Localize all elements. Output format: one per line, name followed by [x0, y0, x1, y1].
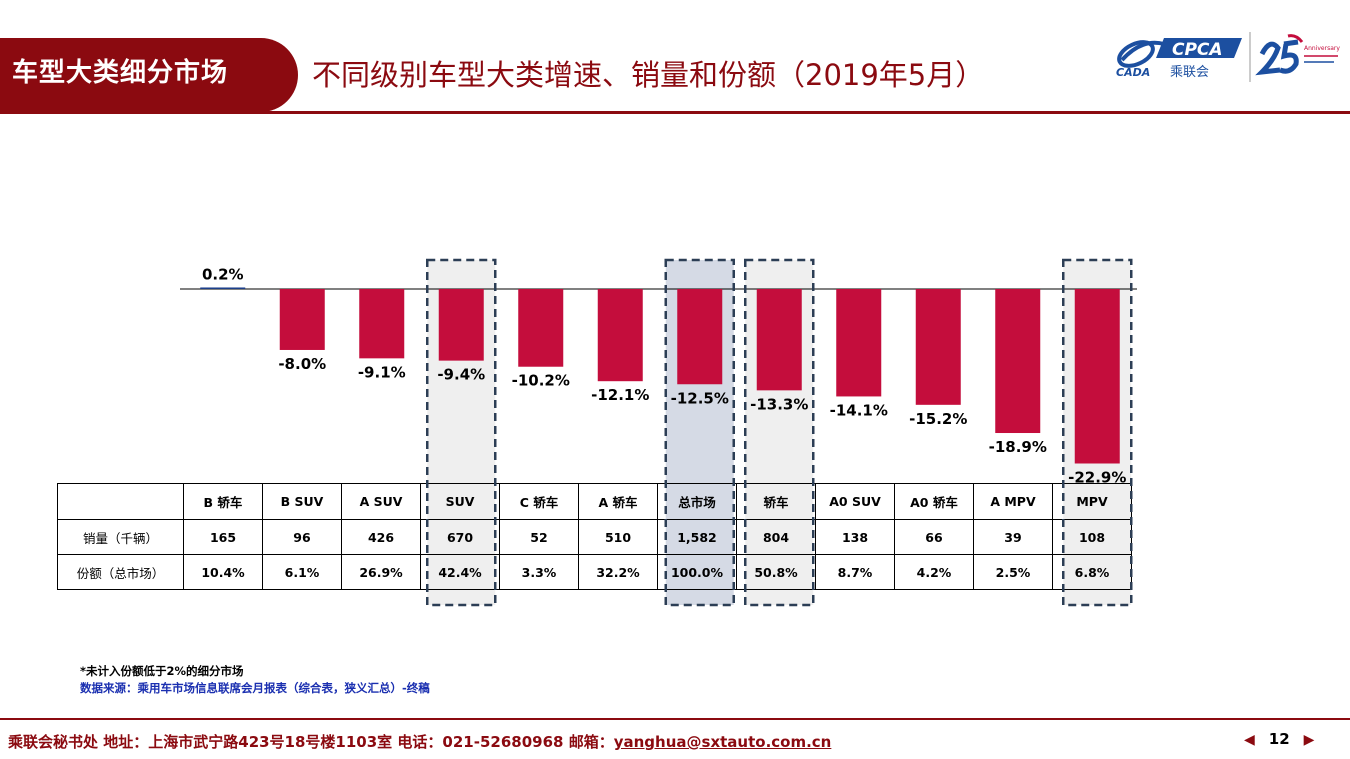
- data-label: -10.2%: [512, 372, 570, 390]
- footer-divider: [0, 718, 1350, 720]
- table-header-row: B 轿车 B SUV A SUV SUV C 轿车 A 轿车 总市场 轿车 A0…: [57, 483, 1132, 520]
- bar: [756, 289, 802, 391]
- table-header-cell: 轿车: [736, 483, 816, 520]
- table-header-cell: A SUV: [341, 483, 421, 520]
- table-header-cell: MPV: [1052, 483, 1132, 520]
- sales-cell: 510: [578, 519, 658, 555]
- footer-address: 地址：上海市武宁路423号18号楼1103室: [103, 733, 393, 751]
- sales-cell: 52: [499, 519, 579, 555]
- data-label: 0.2%: [202, 265, 244, 283]
- footer-phone: 电话：021-52680968: [397, 733, 564, 751]
- bar: [200, 287, 246, 289]
- cpca-wordmark: CPCA 乘联会: [1156, 38, 1242, 80]
- sales-cell: 96: [262, 519, 342, 555]
- bar: [279, 289, 325, 350]
- data-label: -15.2%: [909, 410, 967, 428]
- sales-cell: 138: [815, 519, 895, 555]
- page-title: 不同级别车型大类增速、销量和份额（2019年5月）: [312, 58, 985, 92]
- table-header-cell: A0 轿车: [894, 483, 974, 520]
- cpca-logo: CADA CPCA 乘联会 Anniversary: [1116, 32, 1340, 82]
- data-label: -13.3%: [750, 395, 808, 413]
- sales-cell: 804: [736, 519, 816, 555]
- svg-text:乘联会: 乘联会: [1170, 65, 1209, 80]
- svg-text:CADA: CADA: [1116, 66, 1150, 79]
- next-page-icon[interactable]: ▶: [1303, 732, 1315, 748]
- prev-page-icon[interactable]: ◀: [1244, 732, 1255, 748]
- sales-cell: 66: [894, 519, 974, 555]
- share-cell: 32.2%: [578, 554, 658, 590]
- header-divider: [0, 111, 1350, 114]
- row-label-share: 份额（总市场）: [57, 554, 184, 590]
- table-header-cell: SUV: [420, 483, 500, 520]
- sales-cell: 108: [1052, 519, 1132, 555]
- bar: [359, 289, 405, 359]
- bar: [677, 289, 723, 385]
- footer-email-label: 邮箱：: [568, 733, 614, 751]
- footer-contact: 乘联会秘书处 地址：上海市武宁路423号18号楼1103室 电话：021-526…: [8, 731, 831, 752]
- bar: [915, 289, 961, 405]
- share-cell: 50.8%: [736, 554, 816, 590]
- data-label: -14.1%: [830, 401, 888, 419]
- bar: [438, 289, 484, 361]
- share-cell: 3.3%: [499, 554, 579, 590]
- share-cell: 2.5%: [973, 554, 1053, 590]
- sales-cell: 39: [973, 519, 1053, 555]
- share-cell: 6.1%: [262, 554, 342, 590]
- svg-text:CPCA: CPCA: [1172, 40, 1223, 60]
- bar: [836, 289, 882, 397]
- sales-cell: 670: [420, 519, 500, 555]
- svg-text:Anniversary: Anniversary: [1304, 45, 1340, 52]
- data-label: -9.4%: [437, 366, 485, 384]
- data-label: -9.1%: [358, 363, 406, 381]
- footer-org: 乘联会秘书处: [8, 733, 99, 751]
- share-cell: 100.0%: [657, 554, 737, 590]
- chart-notes: *未计入份额低于2%的细分市场 数据来源：乘用车市场信息联席会月报表（综合表，狭…: [80, 663, 430, 697]
- anniversary-25-icon: Anniversary: [1255, 34, 1340, 76]
- table-header-cell: C 轿车: [499, 483, 579, 520]
- share-cell: 4.2%: [894, 554, 974, 590]
- section-tab: [0, 38, 298, 112]
- table-header-cell: B 轿车: [183, 483, 263, 520]
- share-cell: 42.4%: [420, 554, 500, 590]
- section-title: 车型大类细分市场: [12, 58, 229, 88]
- sales-cell: 165: [183, 519, 263, 555]
- table-header-cell: B SUV: [262, 483, 342, 520]
- bar: [518, 289, 564, 367]
- footnote: *未计入份额低于2%的细分市场: [80, 664, 244, 678]
- page-number: 12: [1268, 730, 1290, 748]
- cada-logo-icon: CADA: [1116, 40, 1165, 79]
- pager: ◀ 12 ▶: [1244, 730, 1314, 748]
- bar: [1074, 289, 1120, 464]
- share-cell: 26.9%: [341, 554, 421, 590]
- bar: [597, 289, 643, 382]
- table-header-cell: A MPV: [973, 483, 1053, 520]
- row-label-sales: 销量（千辆）: [57, 519, 184, 555]
- sales-cell: 1,582: [657, 519, 737, 555]
- share-cell: 8.7%: [815, 554, 895, 590]
- table-header-cell: 总市场: [657, 483, 737, 520]
- data-label: -12.1%: [591, 386, 649, 404]
- sales-cell: 426: [341, 519, 421, 555]
- data-source: 数据来源：乘用车市场信息联席会月报表（综合表，狭义汇总）-终稿: [80, 681, 430, 695]
- share-cell: 10.4%: [183, 554, 263, 590]
- share-cell: 6.8%: [1052, 554, 1132, 590]
- data-label: -8.0%: [278, 355, 326, 373]
- table-row-share: 份额（总市场） 10.4% 6.1% 26.9% 42.4% 3.3% 32.2…: [57, 554, 1132, 590]
- table-row-sales: 销量（千辆） 165 96 426 670 52 510 1,582 804 1…: [57, 519, 1132, 555]
- table-header-cell: A 轿车: [578, 483, 658, 520]
- data-label: -18.9%: [989, 438, 1047, 456]
- bar: [995, 289, 1041, 434]
- segment-data-table: B 轿车 B SUV A SUV SUV C 轿车 A 轿车 总市场 轿车 A0…: [57, 483, 1132, 590]
- table-corner-cell: [57, 483, 184, 520]
- data-label: -12.5%: [671, 389, 729, 407]
- footer-email-link[interactable]: yanghua@sxtauto.com.cn: [613, 733, 832, 751]
- table-header-cell: A0 SUV: [815, 483, 895, 520]
